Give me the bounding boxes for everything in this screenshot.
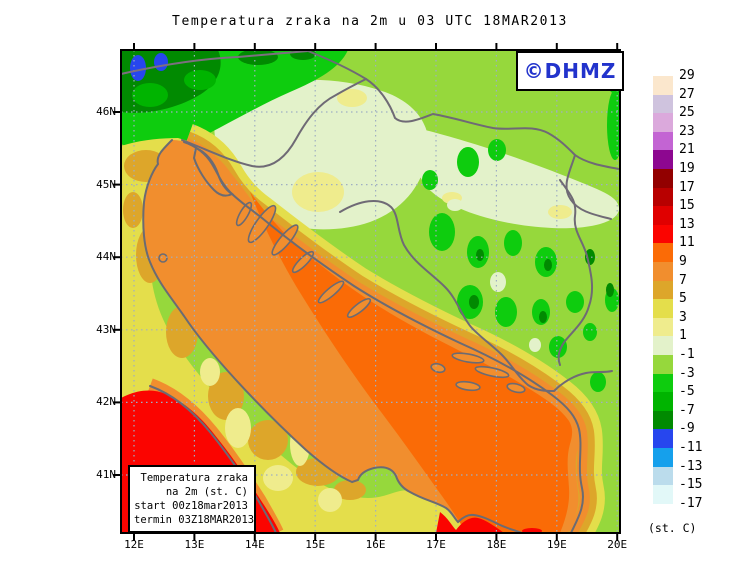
legend-unit-label: (st. C) xyxy=(648,521,697,535)
legend-level-label: 11 xyxy=(679,235,695,251)
info-box-line: na 2m (st. C) xyxy=(165,486,248,498)
legend-level-label: -9 xyxy=(679,421,695,437)
legend-level-label: 23 xyxy=(679,123,695,139)
temperature-field xyxy=(121,50,620,533)
legend-swatch xyxy=(653,466,673,486)
legend-level-label: 5 xyxy=(679,291,687,307)
x-axis-label: 18E xyxy=(486,538,507,551)
info-box-line: termin 03Z18MAR2013 xyxy=(134,514,255,526)
map-frame xyxy=(120,49,621,534)
legend-swatch xyxy=(653,113,673,132)
legend-swatch xyxy=(653,317,673,337)
legend-level-label: -11 xyxy=(679,440,703,455)
info-box-line: Temperatura zraka xyxy=(140,472,248,484)
legend-level-label: 21 xyxy=(679,142,695,158)
legend-swatch xyxy=(653,355,673,374)
legend-level-label: 15 xyxy=(679,198,695,214)
legend-level-label: -5 xyxy=(679,384,695,400)
lat-lon-grid xyxy=(121,50,620,533)
legend-level-label: 27 xyxy=(679,86,695,102)
legend-swatch xyxy=(653,373,673,393)
axis-ticks xyxy=(113,43,619,541)
legend-swatch xyxy=(653,131,673,151)
legend-level-label: 1 xyxy=(679,328,687,344)
legend-swatch xyxy=(653,224,673,244)
legend-level-label: 3 xyxy=(679,309,687,325)
legend-level-label: 13 xyxy=(679,216,695,232)
y-axis-label: 41N xyxy=(96,468,116,481)
y-axis-label: 46N xyxy=(96,105,116,118)
legend-swatch xyxy=(653,280,673,300)
legend-level-label: -1 xyxy=(679,347,695,362)
legend-level-label: -3 xyxy=(679,365,695,381)
legend-swatch xyxy=(653,485,673,504)
y-axis-label: 43N xyxy=(96,322,116,336)
legend-swatch xyxy=(653,429,673,448)
x-axis-label: 19E xyxy=(546,538,567,551)
x-axis-label: 12E xyxy=(124,538,144,551)
legend-level-label: -7 xyxy=(679,402,695,418)
info-box-line: start 00z18mar2013 xyxy=(134,500,248,512)
legend-level-label: -13 xyxy=(679,458,703,474)
dhmz-label: ©DHMZ xyxy=(523,59,617,83)
x-axis-label: 13E xyxy=(184,538,205,551)
legend-swatch xyxy=(653,503,673,523)
legend-level-label: 7 xyxy=(679,272,687,288)
page-title: Temperatura zraka na 2m u 03 UTC 18MAR20… xyxy=(172,14,568,29)
x-axis-label: 14E xyxy=(244,538,265,551)
legend-level-label: 25 xyxy=(679,105,695,121)
legend-level-label: 9 xyxy=(679,254,687,269)
legend-level-label: 17 xyxy=(679,179,695,195)
legend-level-label: -17 xyxy=(679,495,703,511)
legend-swatch xyxy=(653,169,673,188)
y-axis-label: 45N xyxy=(96,177,116,191)
legend-swatch xyxy=(653,187,673,207)
legend-swatch xyxy=(653,262,673,281)
legend-swatch xyxy=(653,94,673,114)
legend-swatch xyxy=(653,243,673,262)
legend-swatch xyxy=(653,76,673,95)
x-axis-label: 16E xyxy=(365,538,386,551)
legend-swatch xyxy=(653,206,673,225)
legend-swatch xyxy=(653,410,673,430)
legend-swatch xyxy=(653,392,673,411)
legend-swatch xyxy=(653,448,673,467)
legend-level-label: 29 xyxy=(679,68,695,83)
legend-swatch xyxy=(653,336,673,355)
legend-swatch xyxy=(653,150,673,169)
x-axis-label: 20E xyxy=(607,538,628,551)
legend-level-label: -15 xyxy=(679,477,703,493)
y-axis-label: 44N xyxy=(96,250,116,264)
dhmz-watermark: ©DHMZ xyxy=(516,51,624,91)
x-axis-label: 17E xyxy=(426,538,446,551)
legend-level-label: 19 xyxy=(679,161,695,176)
y-axis-label: 42N xyxy=(96,395,116,409)
x-axis-label: 15E xyxy=(305,538,326,551)
forecast-info-box: Temperatura zraka na 2m (st. C) start 00z1… xyxy=(128,465,256,533)
legend-swatch xyxy=(653,299,673,318)
